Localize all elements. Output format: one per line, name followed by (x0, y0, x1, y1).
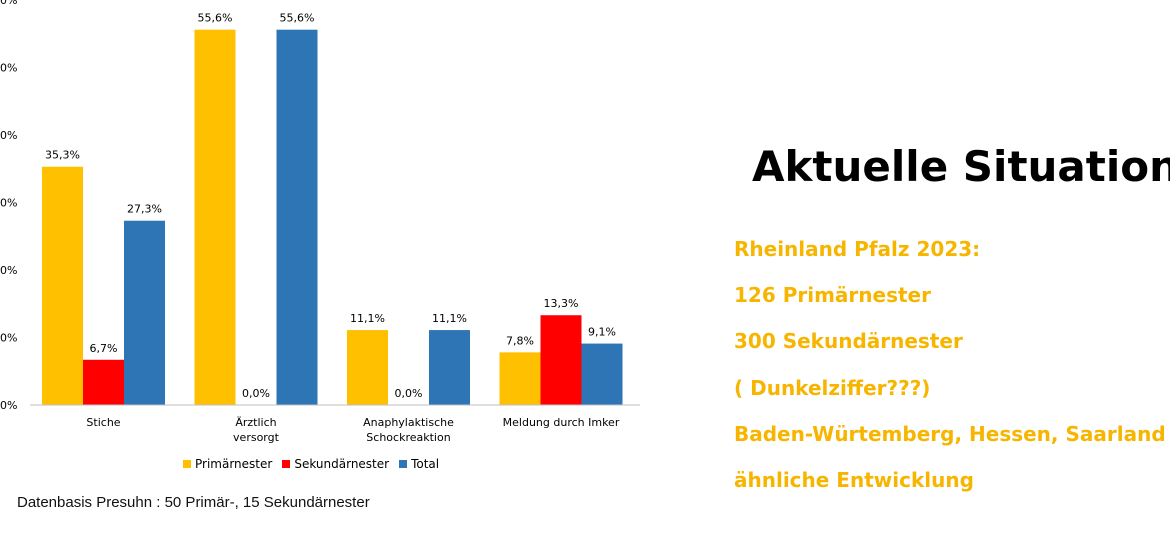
data-label: 7,8% (506, 334, 534, 347)
y-tick-label: 0% (0, 0, 17, 7)
category-label: Meldung durch Imker (503, 416, 620, 429)
chart-legend: Primärnester Sekundärnester Total (183, 457, 439, 471)
bar-total (429, 330, 470, 405)
legend-swatch-primaernester (183, 460, 191, 468)
y-tick-label: 0% (0, 197, 17, 210)
category-label: Schockreaktion (366, 431, 450, 444)
y-tick-label: 0% (0, 264, 17, 277)
data-label: 9,1% (588, 326, 616, 339)
y-tick-label: 0% (0, 399, 17, 412)
data-label: 0,0% (395, 387, 423, 400)
legend-item-primaernester: Primärnester (183, 457, 272, 471)
bar-primaernester (194, 29, 236, 405)
data-label: 11,1% (432, 312, 467, 325)
data-label: 55,6% (280, 12, 315, 25)
bar-primaernester (347, 330, 388, 405)
legend-item-total: Total (399, 457, 439, 471)
bar-total (581, 343, 623, 405)
data-label: 55,6% (198, 12, 233, 25)
info-line: ähnliche Entwicklung (734, 467, 974, 492)
data-label: 11,1% (350, 312, 385, 325)
bar-total (124, 220, 165, 405)
legend-label-total: Total (411, 457, 440, 471)
data-label: 35,3% (45, 149, 80, 162)
source-note: Datenbasis Presuhn : 50 Primär-, 15 Seku… (17, 494, 370, 511)
y-tick-label: 0% (0, 332, 17, 345)
category-label: Anaphylaktische (363, 416, 454, 429)
legend-swatch-total (399, 460, 408, 468)
info-line: Baden-Würtemberg, Hessen, Saarland (734, 421, 1166, 446)
y-tick-label: 0% (0, 129, 17, 142)
legend-label-primaernester: Primärnester (195, 457, 273, 471)
category-label: Stiche (86, 416, 120, 429)
bar-total (276, 29, 318, 405)
data-label: 6,7% (90, 342, 118, 355)
data-label: 0,0% (242, 387, 270, 400)
info-line: 300 Sekundärnester (734, 329, 963, 354)
info-line: ( Dunkelziffer???) (734, 375, 931, 400)
category-label: Ärztlich (235, 416, 276, 429)
bar-chart: 0% 0% 0% 0% 0% 0% 0% 35,3% 6,7% 27,3% Stiche 55,6% 0… (0, 0, 640, 444)
bar-primaernester (42, 166, 83, 405)
data-label: 27,3% (127, 203, 162, 216)
category-label: versorgt (233, 431, 280, 444)
info-line: 126 Primärnester (734, 283, 931, 308)
bar-primaernester (499, 352, 541, 405)
legend-label-sekundaernester: Sekundärnester (294, 457, 390, 471)
bar-sekundaernester (540, 315, 582, 405)
data-label: 13,3% (544, 297, 579, 310)
y-tick-label: 0% (0, 62, 17, 75)
info-line: Rheinland Pfalz 2023: (734, 237, 981, 261)
bar-sekundaernester (83, 359, 124, 405)
info-list: Rheinland Pfalz 2023: 126 Primärnester 3… (734, 236, 1170, 513)
legend-swatch-sekundaernester (282, 460, 291, 468)
headline: Aktuelle Situation (752, 142, 1170, 191)
legend-item-sekundaernester: Sekundärnester (282, 457, 389, 471)
